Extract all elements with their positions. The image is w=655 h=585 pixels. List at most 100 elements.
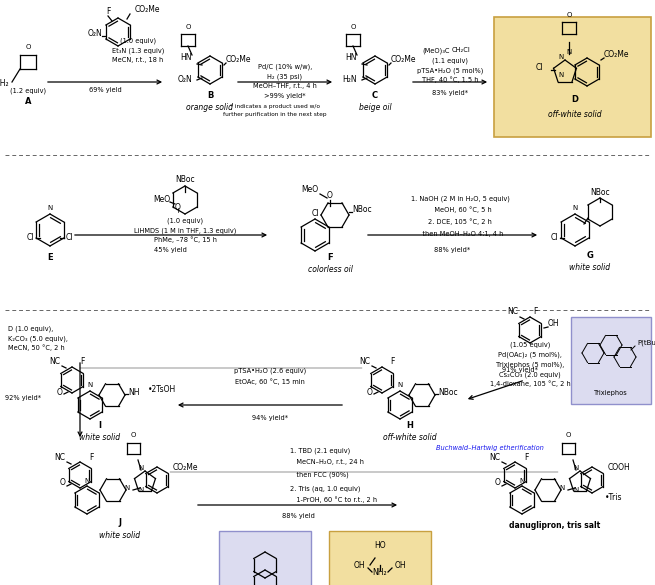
Text: PhMe, –78 °C, 15 h: PhMe, –78 °C, 15 h [153,236,217,243]
Text: O₂N: O₂N [87,29,102,38]
Text: 1. NaOH (2 M in H₂O, 5 equiv): 1. NaOH (2 M in H₂O, 5 equiv) [411,195,510,201]
Text: Buchwald–Hartwig etherification: Buchwald–Hartwig etherification [436,445,544,451]
Text: F: F [80,357,84,366]
Text: Trixiephos (5 mol%),: Trixiephos (5 mol%), [496,361,564,367]
Text: O: O [57,388,63,397]
Text: O: O [367,388,373,397]
Text: NH₂: NH₂ [373,568,387,577]
Text: white solid: white solid [100,531,141,540]
Text: OH: OH [354,561,365,570]
Text: NH₂: NH₂ [0,80,9,88]
Text: Cl: Cl [66,233,73,242]
Text: Et₃N (1.3 equiv): Et₃N (1.3 equiv) [112,47,164,53]
Text: NC: NC [489,453,500,462]
FancyBboxPatch shape [494,17,651,137]
Text: N: N [573,465,578,471]
Text: P(tBu)₂: P(tBu)₂ [637,340,655,346]
Text: MeCN, 50 °C, 2 h: MeCN, 50 °C, 2 h [8,345,65,351]
Text: NC: NC [507,307,518,316]
Text: O: O [567,12,572,18]
Text: (1.2 equiv): (1.2 equiv) [10,87,46,94]
Text: then MeOH–H₂O 4:1, 4 h: then MeOH–H₂O 4:1, 4 h [417,231,504,237]
Text: B: B [207,91,213,100]
Text: O₂N: O₂N [178,75,192,84]
Text: O: O [175,203,181,212]
Text: F: F [106,7,110,16]
Text: E: E [47,253,53,262]
Text: F: F [328,253,333,262]
Text: NBoc: NBoc [352,205,371,214]
Text: OH: OH [395,561,407,570]
Text: Cs₂CO₃ (2.0 equiv): Cs₂CO₃ (2.0 equiv) [499,371,561,377]
Text: white solid: white solid [569,263,610,272]
Text: (1.0 equiv): (1.0 equiv) [167,217,203,223]
Text: Pd/C (10% w/w),: Pd/C (10% w/w), [258,63,312,70]
Text: MeO: MeO [301,185,318,194]
Text: N: N [558,54,563,60]
Text: N: N [87,382,92,388]
Text: 69% yield: 69% yield [88,87,121,93]
Text: O: O [130,432,136,438]
Text: N: N [398,382,403,388]
Text: (1.0 equiv): (1.0 equiv) [120,37,156,43]
Text: N: N [124,485,130,491]
Text: Pd(OAc)₂ (5 mol%),: Pd(OAc)₂ (5 mol%), [498,351,562,357]
Text: pTSA•H₂O (5 mol%): pTSA•H₂O (5 mol%) [417,67,483,74]
Text: 2. DCE, 105 °C, 2 h: 2. DCE, 105 °C, 2 h [428,218,492,225]
Text: O: O [327,191,333,200]
FancyBboxPatch shape [571,317,651,404]
Text: Cl: Cl [311,209,319,218]
Text: further purification in the next step: further purification in the next step [223,112,327,117]
Text: CH₂Cl: CH₂Cl [452,47,471,53]
Text: N: N [138,487,143,493]
Text: 92% yield*: 92% yield* [5,395,41,401]
Text: 88% yield*: 88% yield* [434,247,470,253]
Text: C: C [372,91,378,100]
Text: then FCC (90%): then FCC (90%) [290,471,348,477]
Text: Cl: Cl [536,63,543,72]
Text: N: N [519,478,525,484]
Text: NC: NC [49,357,60,366]
Text: off-white solid: off-white solid [548,110,602,119]
Text: D (1.0 equiv),: D (1.0 equiv), [8,325,53,332]
Text: D: D [572,95,578,104]
Text: (MeO)₃C: (MeO)₃C [422,47,450,53]
Text: 1,4-dioxane, 105 °C, 2 h: 1,4-dioxane, 105 °C, 2 h [490,380,571,387]
Text: NC: NC [359,357,370,366]
Text: •2TsOH: •2TsOH [148,385,176,394]
Text: EtOAc, 60 °C, 15 min: EtOAc, 60 °C, 15 min [235,378,305,385]
Text: CO₂Me: CO₂Me [391,55,417,64]
Text: COOH: COOH [608,463,631,472]
Text: NBoc: NBoc [438,388,458,397]
Text: Trixiephos: Trixiephos [594,390,628,396]
Text: danuglipron, tris salt: danuglipron, tris salt [510,521,601,530]
Text: white solid: white solid [79,433,121,442]
Text: colorless oil: colorless oil [308,265,352,274]
FancyBboxPatch shape [329,531,431,585]
Text: off-white solid: off-white solid [383,433,437,442]
Text: N: N [567,49,572,55]
Text: N: N [558,72,563,78]
Text: N: N [559,485,565,491]
Text: F: F [533,307,537,316]
Text: HN: HN [181,53,192,62]
Text: A: A [25,97,31,106]
Text: CO₂Me: CO₂Me [173,463,198,472]
Text: 88% yield: 88% yield [282,513,314,519]
Text: H₂N: H₂N [343,75,357,84]
Text: LiHMDS (1 M in THF, 1.3 equiv): LiHMDS (1 M in THF, 1.3 equiv) [134,227,236,233]
Text: N: N [84,478,90,484]
Text: N: N [573,487,578,493]
Text: Cl: Cl [26,233,34,242]
Text: Cl: Cl [550,233,558,242]
Text: 2. Tris (aq, 1.0 equiv): 2. Tris (aq, 1.0 equiv) [290,485,360,491]
Text: K₂CO₃ (5.0 equiv),: K₂CO₃ (5.0 equiv), [8,335,68,342]
Text: 83% yield*: 83% yield* [432,90,468,96]
Text: pTSA•H₂O (2.6 equiv): pTSA•H₂O (2.6 equiv) [234,367,306,373]
Text: O: O [350,24,356,30]
Text: 1. TBD (2.1 equiv): 1. TBD (2.1 equiv) [290,447,350,453]
Text: OH: OH [548,319,559,328]
Text: G: G [587,251,593,260]
Text: HN: HN [345,53,357,62]
Text: N: N [572,205,578,211]
